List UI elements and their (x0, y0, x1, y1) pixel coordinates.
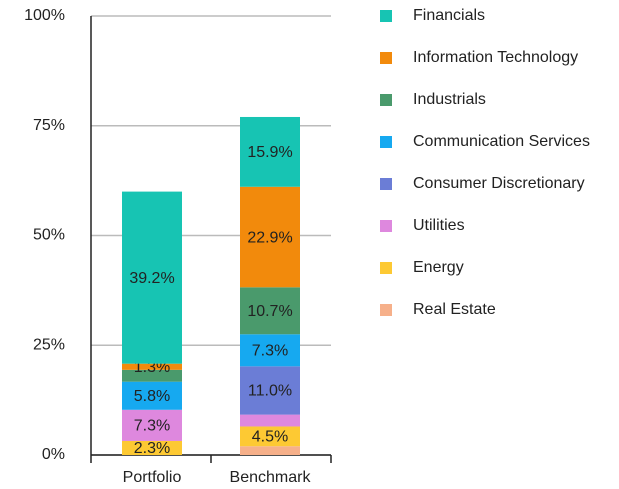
legend-swatch (380, 52, 392, 64)
legend-swatch (380, 178, 392, 190)
legend-swatch (380, 136, 392, 148)
legend-swatch (380, 94, 392, 106)
bar-segment (122, 369, 182, 382)
legend-label: Consumer Discretionary (413, 175, 585, 192)
legend-swatch (380, 10, 392, 22)
legend-label: Industrials (413, 91, 486, 108)
bar-segment (122, 381, 182, 410)
data-label: 15.9% (247, 144, 292, 161)
legend-swatch (380, 304, 392, 316)
data-label: 5.8% (134, 388, 170, 405)
x-tick-label: Portfolio (123, 469, 182, 486)
legend-label: Real Estate (413, 301, 496, 318)
data-label: 11.0% (248, 383, 292, 400)
data-label: 2.3% (134, 440, 170, 457)
data-label: 7.3% (134, 418, 170, 435)
bar-segment (240, 426, 300, 447)
legend-swatch (380, 262, 392, 274)
y-tick-label: 75% (33, 117, 65, 134)
data-label: 39.2% (129, 270, 174, 287)
bar-segment (240, 287, 300, 335)
data-label: 7.3% (252, 343, 288, 360)
bar-segment (122, 363, 182, 370)
bar-segment (122, 440, 182, 455)
bar-segment (240, 414, 300, 427)
legend-label: Utilities (413, 217, 465, 234)
legend-label: Financials (413, 7, 485, 24)
y-tick-label: 0% (42, 446, 65, 463)
data-label: 10.7% (247, 303, 292, 320)
legend-label: Energy (413, 259, 464, 276)
bar-segment (240, 366, 300, 415)
bar-segment (240, 446, 300, 455)
data-label: 4.5% (252, 429, 288, 446)
legend-label: Communication Services (413, 133, 590, 150)
bar-segment (122, 409, 182, 441)
legend-label: Information Technology (413, 49, 578, 66)
bar-segment (240, 186, 300, 288)
x-tick-label: Benchmark (230, 469, 312, 486)
y-tick-label: 100% (24, 7, 65, 24)
bar-segment (122, 191, 182, 364)
bar-segment (240, 116, 300, 187)
data-label: 22.9% (247, 229, 292, 246)
bar-segment (240, 334, 300, 367)
y-tick-label: 25% (33, 336, 65, 353)
y-tick-label: 50% (33, 227, 65, 244)
legend-swatch (380, 220, 392, 232)
